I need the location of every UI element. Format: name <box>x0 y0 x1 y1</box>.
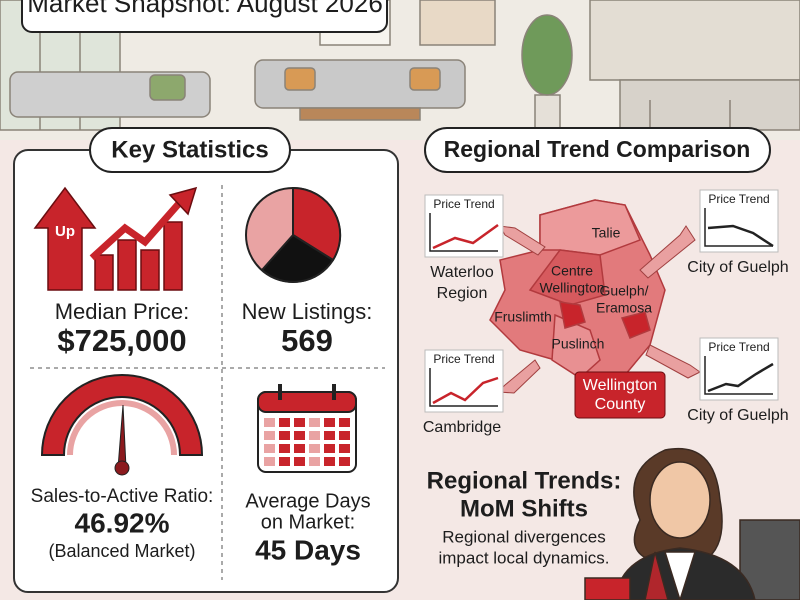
calendar-cell <box>279 431 290 440</box>
icon-label: Up <box>55 223 75 240</box>
calendar-cell <box>309 444 320 453</box>
trend-place: Waterloo <box>430 264 494 281</box>
growth-icon <box>33 186 198 291</box>
calendar-cell <box>324 444 335 453</box>
county-label: County <box>595 396 646 413</box>
trend-card: Price Trend Cambridge <box>423 349 504 436</box>
summary-text: impact local dynamics. <box>438 548 609 567</box>
county-label: Wellington <box>583 377 657 394</box>
calendar-cell <box>339 457 350 466</box>
trend-place: Cambridge <box>423 419 501 436</box>
map-label: Eramosa <box>596 300 652 316</box>
regional-heading: Regional Trend Comparison <box>444 136 751 162</box>
map-arrows <box>496 225 701 394</box>
trend-card-title: Price Trend <box>433 197 494 211</box>
trend-place: City of Guelph <box>687 259 788 276</box>
calendar-cells <box>264 418 350 466</box>
title-box <box>21 0 388 33</box>
stat-value: 46.92% <box>75 507 170 538</box>
room-illustration <box>0 0 800 131</box>
stat-value: 45 Days <box>255 534 361 565</box>
calendar-cell <box>264 418 275 427</box>
trend-line <box>707 224 774 248</box>
calendar-cell <box>339 418 350 427</box>
map-label: Centre <box>551 263 593 279</box>
trend-cards: Price Trend Waterloo Region Price Trend City… <box>423 189 789 436</box>
calendar-cell <box>279 457 290 466</box>
map-label: Fruslimth <box>494 309 552 325</box>
trend-card-title: Price Trend <box>708 192 769 206</box>
calendar-cell <box>309 457 320 466</box>
trend-axis <box>704 208 773 247</box>
trend-axis <box>704 356 773 395</box>
gauge-icon <box>40 374 204 476</box>
stat-value: 569 <box>281 323 333 358</box>
stat-label: Average Days <box>245 490 370 512</box>
stat-note: (Balanced Market) <box>48 541 195 561</box>
heading-pill <box>424 127 771 173</box>
page-title: Market Snapshot: August 2026 <box>27 0 383 18</box>
summary-title: MoM Shifts <box>460 495 588 522</box>
region-map <box>489 199 666 381</box>
calendar-cell <box>264 457 275 466</box>
stat-label: New Listings: <box>242 299 373 324</box>
county-box <box>574 371 666 419</box>
stat-value: $725,000 <box>57 323 186 358</box>
trend-place: City of Guelph <box>687 407 788 424</box>
stats-heading: Key Statistics <box>111 136 268 163</box>
map-label: Puslinch <box>552 336 605 352</box>
pie-icon <box>245 186 342 283</box>
calendar-cell <box>294 444 305 453</box>
trend-axis <box>429 213 498 252</box>
map-label: Guelph/ <box>599 283 648 299</box>
calendar-cell <box>309 418 320 427</box>
calendar-cell <box>294 457 305 466</box>
trend-card: Price Trend City of Guelph <box>687 189 789 276</box>
stat-label: Median Price: <box>55 299 190 324</box>
calendar-cell <box>339 431 350 440</box>
summary-text: Regional divergences <box>442 527 606 546</box>
trend-line <box>432 223 499 250</box>
calendar-cell <box>324 418 335 427</box>
trend-place: Region <box>437 285 488 302</box>
calendar-cell <box>279 418 290 427</box>
trend-card: Price Trend Waterloo Region <box>424 194 504 302</box>
map-label: Talie <box>592 225 621 241</box>
trend-line <box>432 376 499 405</box>
trend-line <box>707 362 774 393</box>
trend-card-title: Price Trend <box>708 340 769 354</box>
stat-label: on Market: <box>261 511 355 533</box>
calendar-cell <box>279 444 290 453</box>
stat-label: Sales-to-Active Ratio: <box>31 486 214 507</box>
map-labels: TalieCentreWellingtonGuelph/EramosaFrusl… <box>494 225 657 414</box>
trend-card-title: Price Trend <box>433 352 494 366</box>
trend-axis <box>429 368 498 407</box>
calendar-cell <box>294 431 305 440</box>
calendar-cell <box>264 431 275 440</box>
calendar-cell <box>324 431 335 440</box>
heading-pill <box>89 127 291 173</box>
map-label: Wellington <box>539 280 604 296</box>
calendar-cell <box>264 444 275 453</box>
trend-card: Price Trend City of Guelph <box>687 337 789 424</box>
calendar-cell <box>339 444 350 453</box>
presenter-illustration <box>584 447 800 600</box>
calendar-cell <box>324 457 335 466</box>
calendar-cell <box>294 418 305 427</box>
calendar-cell <box>309 431 320 440</box>
summary-title: Regional Trends: <box>427 467 622 494</box>
